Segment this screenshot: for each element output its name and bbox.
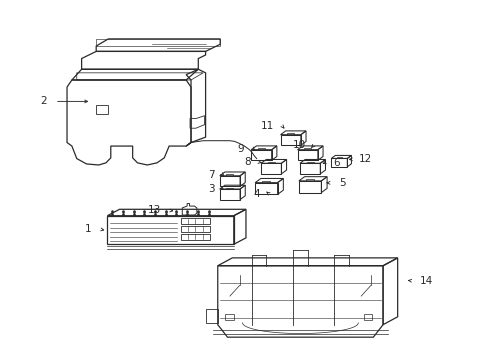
Text: 2: 2 — [40, 96, 46, 107]
Text: 14: 14 — [419, 276, 432, 286]
Text: 9: 9 — [237, 144, 244, 154]
Text: 10: 10 — [292, 140, 305, 150]
Text: 11: 11 — [260, 121, 273, 131]
Text: 7: 7 — [207, 170, 214, 180]
Text: 5: 5 — [338, 178, 345, 188]
Text: 13: 13 — [147, 205, 161, 215]
Text: 3: 3 — [207, 184, 214, 194]
Text: 8: 8 — [244, 157, 250, 167]
Text: 6: 6 — [332, 158, 339, 168]
Text: 1: 1 — [85, 224, 92, 234]
Text: 12: 12 — [359, 154, 372, 164]
Text: 4: 4 — [253, 189, 260, 199]
